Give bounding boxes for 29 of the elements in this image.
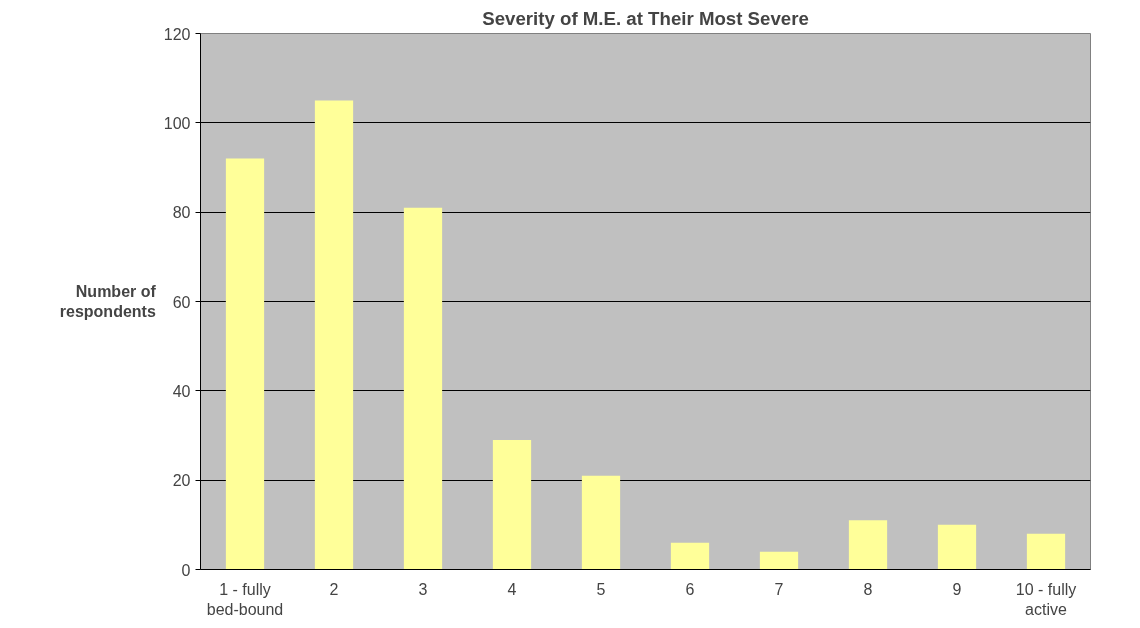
x-tick-label: 5: [596, 580, 606, 598]
x-tick-label: 6: [685, 580, 695, 598]
bar: [759, 551, 799, 570]
bar: [848, 520, 888, 570]
y-tick-label: 80: [172, 204, 191, 222]
y-tick-label: 0: [181, 561, 191, 579]
x-tick-label: 1 - fully bed-bound: [206, 580, 284, 618]
bar: [403, 207, 443, 570]
x-tick-label: 3: [418, 580, 428, 598]
y-axis-title: Number of respondents: [59, 282, 157, 321]
x-tick-label: 4: [507, 580, 517, 598]
x-tick-label: 9: [952, 580, 962, 598]
chart-title: Severity of M.E. at Their Most Severe: [482, 7, 809, 29]
y-tick-label: 20: [172, 472, 191, 490]
y-tick-label: 100: [163, 114, 191, 132]
x-tick-label: 10 - fully active: [1015, 580, 1077, 618]
bar: [225, 158, 265, 570]
y-tick-label: 120: [163, 25, 191, 43]
bar: [1026, 533, 1066, 570]
bar: [937, 524, 977, 570]
x-tick-label: 7: [774, 580, 784, 598]
y-tick-label: 40: [172, 382, 191, 400]
bar: [492, 439, 532, 570]
bar: [581, 475, 621, 570]
x-tick-label: 8: [863, 580, 873, 598]
x-tick-label: 2: [329, 580, 339, 598]
bar: [670, 542, 710, 570]
y-tick-label: 60: [172, 293, 191, 311]
bar: [314, 100, 354, 570]
